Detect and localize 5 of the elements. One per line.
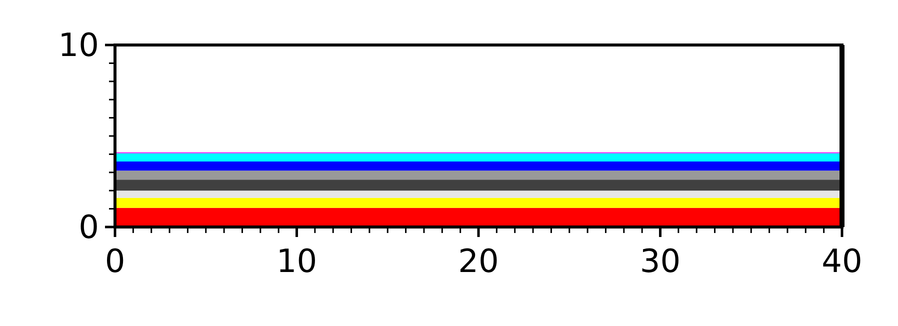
x-tick-label: 10 <box>276 242 318 280</box>
x-tick-label: 40 <box>822 242 862 280</box>
x-tick-label: 0 <box>104 242 126 280</box>
x-tick-label: 30 <box>640 242 681 280</box>
x-tick-label: 20 <box>458 242 499 280</box>
